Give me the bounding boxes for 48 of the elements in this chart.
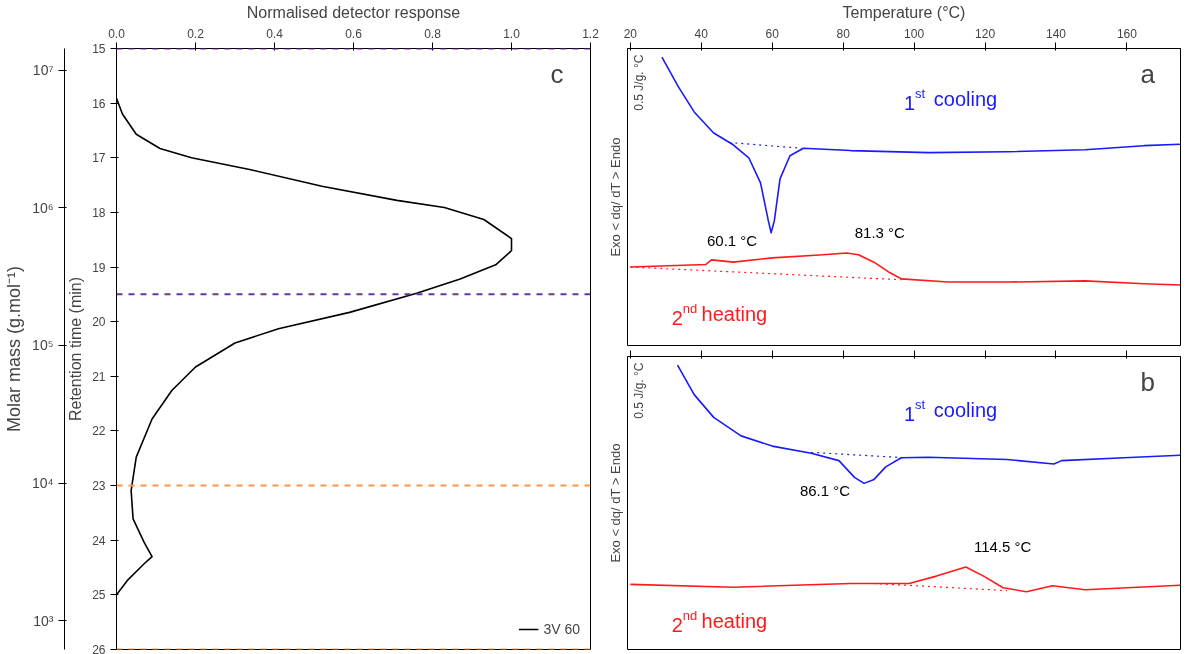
y-tick-label: 21 bbox=[92, 369, 106, 384]
y-tick-label: 15 bbox=[92, 42, 106, 56]
x-tick-label: 20 bbox=[623, 26, 638, 41]
y-tick-label: 25 bbox=[92, 588, 106, 603]
annotation: 60.1 °C bbox=[706, 231, 758, 249]
y2-axis-title: Molar mass (g.mol⁻¹) bbox=[3, 265, 24, 433]
annotation: 86.1 °C bbox=[799, 482, 851, 500]
y-tick-label: 23 bbox=[92, 479, 106, 494]
y-tick-label: 26 bbox=[92, 643, 106, 654]
x-tick-label: 0.8 bbox=[424, 26, 442, 41]
y2-tick-label: 10⁷ bbox=[32, 62, 54, 79]
legend-label: 3V 60 bbox=[543, 621, 580, 637]
y-tick-label: 19 bbox=[92, 260, 106, 275]
y-axis-title: Exo < dq/ dT > Endo bbox=[607, 137, 623, 257]
x-tick-label: 1.0 bbox=[503, 26, 521, 41]
y-axis-title: Retention time (min) bbox=[67, 276, 85, 422]
annotation: a bbox=[1140, 58, 1156, 89]
x-axis-title: Temperature (°C) bbox=[842, 3, 966, 21]
y-tick-label: 24 bbox=[92, 533, 106, 548]
x-tick-label: 1.2 bbox=[582, 26, 600, 41]
x-tick-label: 40 bbox=[694, 26, 709, 41]
x-axis-title: Normalised detector response bbox=[246, 3, 461, 21]
y2-tick-label: 10⁶ bbox=[32, 199, 54, 216]
x-tick-label: 80 bbox=[836, 26, 851, 41]
x-tick-label: 140 bbox=[1045, 26, 1067, 41]
x-tick-label: 100 bbox=[904, 26, 925, 41]
annotation: b bbox=[1140, 366, 1155, 397]
y-tick-label: 22 bbox=[92, 424, 106, 439]
annotation: 81.3 °C bbox=[854, 223, 906, 241]
y2-tick-label: 10⁵ bbox=[32, 337, 54, 354]
y-tick-label: 17 bbox=[92, 151, 106, 166]
annotation: 0.5 J/g. °C bbox=[631, 54, 646, 111]
y-tick-label: 16 bbox=[92, 96, 106, 111]
x-tick-label: 0.2 bbox=[187, 26, 205, 41]
y-axis-title: Exo < dq/ dT > Endo bbox=[607, 443, 623, 563]
x-tick-label: 60 bbox=[765, 26, 780, 41]
annotation: 114.5 °C bbox=[973, 538, 1032, 555]
annotation: c bbox=[550, 58, 564, 89]
y2-tick-label: 10³ bbox=[33, 612, 54, 629]
x-tick-label: 0.6 bbox=[345, 26, 363, 41]
x-tick-label: 160 bbox=[1116, 26, 1138, 41]
y2-tick-label: 10⁴ bbox=[31, 475, 54, 492]
annotation: 0.5 J/g. °C bbox=[631, 362, 646, 419]
x-tick-label: 120 bbox=[975, 26, 996, 41]
x-tick-label: 0.0 bbox=[108, 26, 126, 41]
x-tick-label: 0.4 bbox=[266, 26, 284, 41]
y-tick-label: 18 bbox=[92, 205, 106, 220]
y-tick-label: 20 bbox=[92, 315, 106, 330]
